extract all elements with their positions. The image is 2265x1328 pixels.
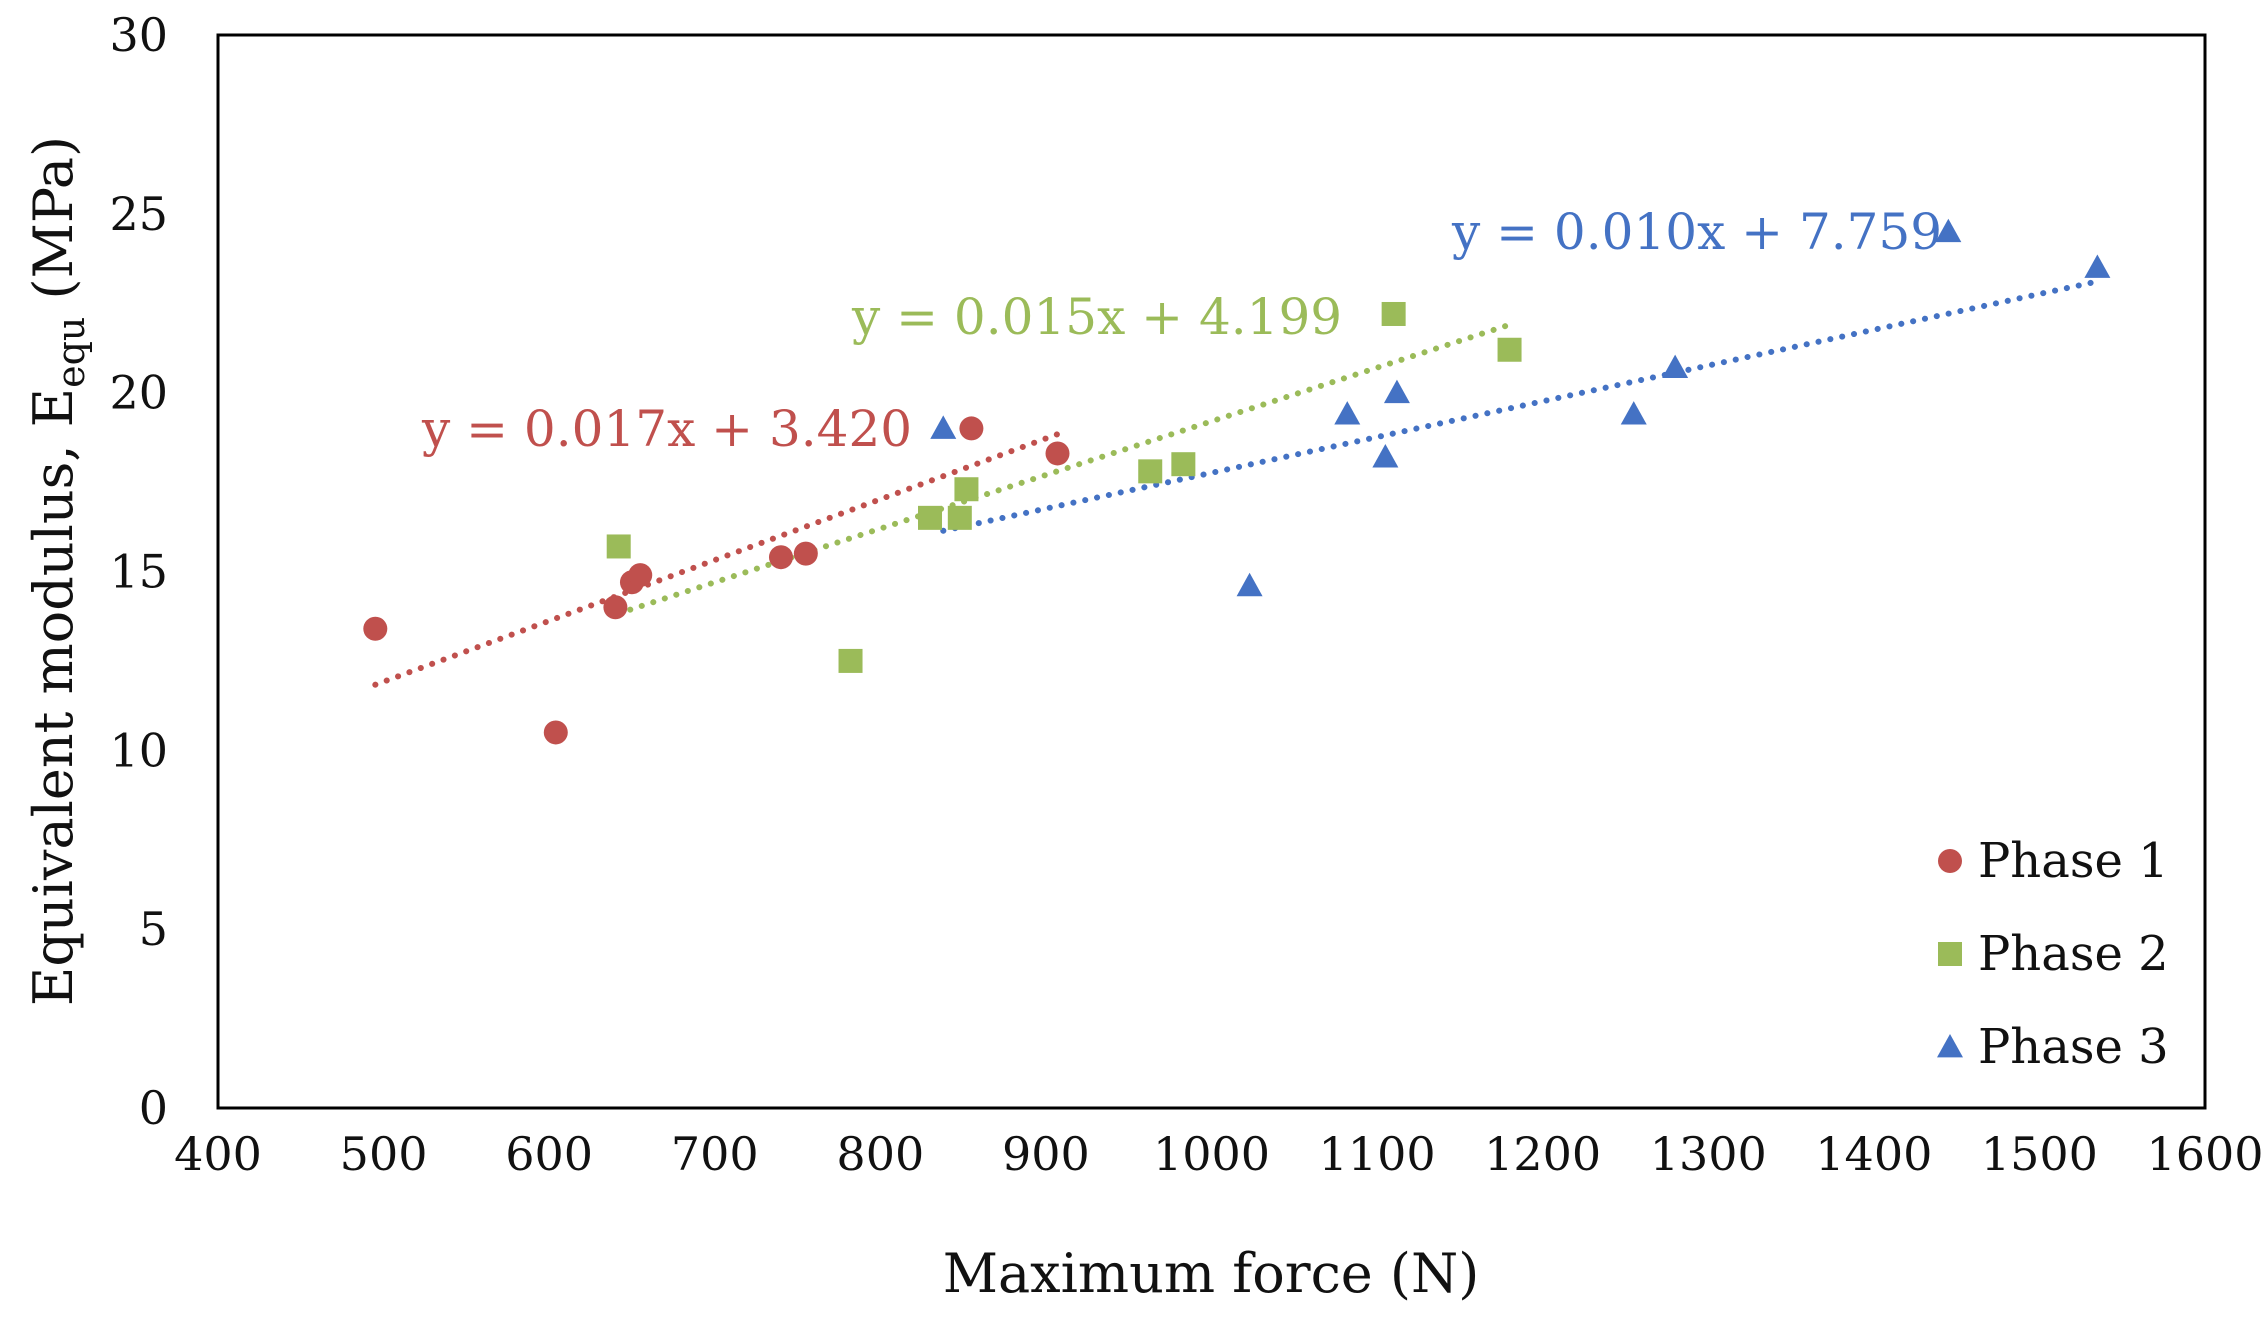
point-phase-3-6 xyxy=(1620,401,1647,425)
x-tick-label-900: 900 xyxy=(1002,1127,1090,1181)
point-phase-1-6 xyxy=(768,545,793,570)
point-phase-1-2 xyxy=(543,720,568,745)
legend-marker-phase-3 xyxy=(1937,1034,1963,1058)
y-tick-label-20: 20 xyxy=(109,366,168,420)
point-phase-3-1 xyxy=(930,415,957,439)
point-phase-2-4 xyxy=(947,505,972,530)
y-tick-label-5: 5 xyxy=(139,902,168,956)
legend-label-phase-2: Phase 2 xyxy=(1978,926,2169,982)
y-tick-label-0: 0 xyxy=(139,1081,168,1135)
trendline-equation-phase-2: y = 0.015x + 4.199 xyxy=(851,288,1342,346)
point-phase-1-9 xyxy=(1045,441,1070,466)
point-phase-1-8 xyxy=(959,416,984,441)
legend-marker-phase-2 xyxy=(1938,942,1962,966)
trendlines xyxy=(372,278,2101,688)
x-tick-label-800: 800 xyxy=(836,1127,924,1181)
data-points xyxy=(363,218,2111,745)
y-axis-ticks: 0 5 10 15 20 25 30 xyxy=(109,8,168,1135)
point-phase-3-7 xyxy=(1662,354,1689,379)
point-phase-3-3 xyxy=(1334,401,1361,425)
point-phase-2-6 xyxy=(1138,459,1163,484)
point-phase-1-1 xyxy=(363,616,388,641)
y-axis-title-subscript: equ xyxy=(49,317,93,388)
plot-area xyxy=(216,33,2207,1110)
x-tick-label-1600: 1600 xyxy=(2146,1127,2263,1181)
point-phase-3-8 xyxy=(1935,218,1962,243)
point-phase-2-7 xyxy=(1171,452,1196,477)
point-phase-3-9 xyxy=(2084,254,2111,278)
x-tick-label-400: 400 xyxy=(174,1127,262,1181)
x-tick-label-1100: 1100 xyxy=(1319,1127,1436,1181)
point-phase-1-3 xyxy=(603,595,628,620)
point-phase-2-5 xyxy=(954,477,979,502)
point-phase-1-5 xyxy=(628,563,653,588)
x-tick-label-1500: 1500 xyxy=(1981,1127,2098,1181)
y-tick-label-10: 10 xyxy=(109,723,168,777)
point-phase-2-2 xyxy=(838,648,863,673)
x-tick-label-1000: 1000 xyxy=(1153,1127,1270,1181)
trendline-phase-2 xyxy=(615,321,1513,617)
x-axis-title: Maximum force (N) xyxy=(943,1242,1480,1305)
legend: Phase 1 Phase 2 Phase 3 xyxy=(1937,833,2169,1075)
x-tick-label-1300: 1300 xyxy=(1650,1127,1767,1181)
point-phase-2-3 xyxy=(918,505,943,530)
y-axis-title: Equivalent modulus, Eequ (MPa) xyxy=(22,136,93,1006)
point-phase-2-8 xyxy=(1381,301,1406,326)
y-tick-label-25: 25 xyxy=(109,187,168,241)
legend-label-phase-3: Phase 3 xyxy=(1978,1019,2169,1075)
point-phase-1-7 xyxy=(793,541,818,566)
point-phase-3-2 xyxy=(1236,572,1263,597)
x-tick-label-700: 700 xyxy=(671,1127,759,1181)
point-phase-2-1 xyxy=(606,534,631,559)
legend-label-phase-1: Phase 1 xyxy=(1978,833,2169,889)
legend-marker-phase-1 xyxy=(1938,849,1962,873)
x-tick-label-1400: 1400 xyxy=(1815,1127,1932,1181)
trendline-equation-phase-1: y = 0.017x + 3.420 xyxy=(421,400,912,458)
point-phase-3-5 xyxy=(1383,379,1410,404)
trendline-phase-3 xyxy=(940,278,2101,534)
trendline-phase-1 xyxy=(372,431,1061,688)
y-tick-label-30: 30 xyxy=(109,8,168,62)
y-axis-title-main: Equivalent modulus, E xyxy=(22,388,85,1006)
x-tick-label-600: 600 xyxy=(505,1127,593,1181)
x-tick-label-1200: 1200 xyxy=(1484,1127,1601,1181)
point-phase-3-4 xyxy=(1372,444,1399,468)
x-axis-ticks: 400 500 600 700 800 900 1000 1100 1200 1300 1400 15… xyxy=(174,1127,2263,1181)
trendline-equation-phase-3: y = 0.010x + 7.759 xyxy=(1451,203,1942,261)
y-axis-title-unit: (MPa) xyxy=(22,136,85,317)
x-tick-label-500: 500 xyxy=(340,1127,428,1181)
y-tick-label-15: 15 xyxy=(109,545,168,599)
point-phase-2-9 xyxy=(1497,337,1522,362)
